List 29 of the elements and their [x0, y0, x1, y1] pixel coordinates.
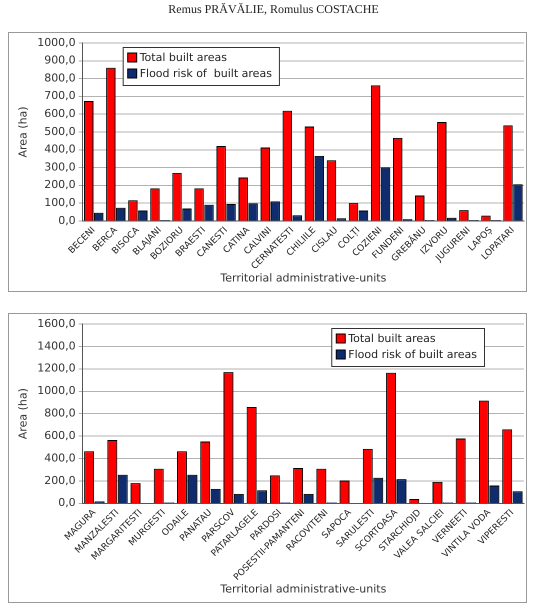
y-tick-label: 1200,0	[37, 362, 76, 375]
legend-label: Flood risk of built areas	[140, 66, 272, 80]
y-tick-label: 1000,0	[37, 384, 76, 398]
y-tick-label: 1400,0	[37, 339, 76, 352]
x-axis-title: Territorial administrative-units	[219, 271, 387, 284]
y-tick-label: 200,0	[44, 474, 76, 487]
y-tick-label: 500,0	[44, 124, 76, 138]
y-tick-label: 200,0	[44, 178, 76, 192]
y-tick-label: 600,0	[44, 107, 76, 120]
y-tick-label: 400,0	[44, 451, 76, 464]
y-tick-label: 900,0	[44, 54, 76, 67]
y-tick-label: 300,0	[44, 160, 76, 174]
y-axis-title: Area (ha)	[16, 106, 30, 158]
legend-label: Flood risk of built areas	[348, 348, 478, 361]
legend-label: Total built areas	[138, 50, 228, 64]
y-tick-label: 700,0	[44, 89, 76, 102]
y-tick-label: 0,0	[58, 214, 76, 227]
y-tick-label: 1600,0	[37, 316, 76, 330]
legend-label: Total built areas	[347, 332, 436, 345]
y-tick-label: 100,0	[44, 196, 76, 210]
y-tick-label: 800,0	[44, 406, 76, 420]
text: Remus PRĂVĂLIE, Romulus COSTACHE	[167, 2, 380, 17]
y-tick-label: 0,0	[58, 496, 76, 510]
y-tick-label: 400,0	[44, 142, 76, 156]
y-tick-label: 1000,0	[37, 36, 76, 49]
y-tick-label: 800,0	[44, 71, 76, 84]
y-tick-label: 600,0	[44, 428, 76, 442]
y-axis-title: Area (ha)	[16, 388, 30, 440]
x-axis-title: Territorial administrative-units	[219, 582, 387, 596]
